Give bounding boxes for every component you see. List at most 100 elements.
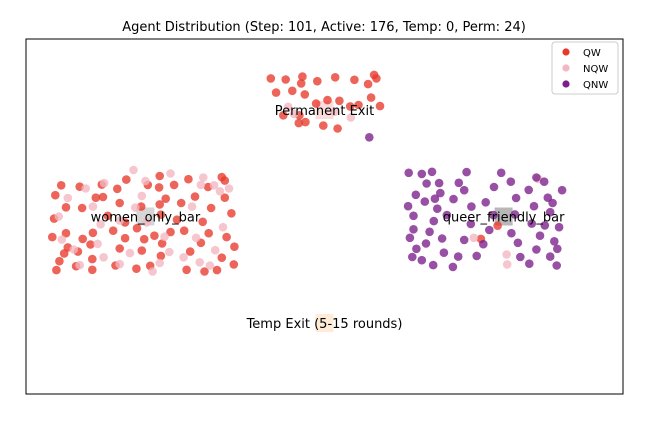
point-nqw-28 (54, 212, 64, 221)
legend: QW NQW QNW (551, 41, 619, 95)
point-qnw-16 (421, 239, 431, 248)
point-qw-0 (266, 74, 276, 83)
point-qnw-34 (479, 239, 488, 249)
point-nqw-40 (469, 233, 479, 243)
point-qw-50 (88, 254, 97, 264)
legend-marker-qnw (562, 80, 570, 88)
point-nqw-26 (191, 233, 201, 243)
point-qw-89 (182, 265, 191, 275)
point-nqw-7 (215, 187, 225, 196)
point-qw-95 (51, 190, 60, 200)
point-qw-82 (220, 193, 230, 202)
legend-box (551, 41, 619, 95)
point-qnw-48 (535, 231, 545, 240)
point-nqw-13 (148, 267, 157, 276)
point-qnw-47 (532, 245, 541, 254)
point-qw-18 (366, 93, 376, 102)
point-qw-49 (86, 240, 95, 249)
point-qw-28 (155, 200, 164, 209)
point-qw-9 (372, 74, 381, 83)
point-qnw-63 (532, 173, 541, 182)
point-qw-61 (59, 249, 69, 258)
point-qnw-41 (511, 193, 521, 203)
point-qnw-45 (516, 252, 525, 262)
point-qnw-28 (453, 252, 463, 261)
region-marker-2 (494, 207, 513, 226)
point-nqw-18 (88, 202, 98, 211)
point-nqw-6 (209, 181, 219, 190)
point-qw-47 (91, 193, 101, 202)
point-qnw-10 (409, 211, 418, 221)
point-qw-4 (313, 76, 322, 86)
point-qnw-59 (553, 244, 562, 254)
point-qnw-29 (448, 262, 458, 272)
point-qw-32 (137, 246, 147, 255)
point-qnw-43 (507, 228, 516, 238)
point-qnw-3 (427, 167, 437, 177)
point-nqw-34 (141, 176, 150, 186)
point-nqw-17 (63, 193, 73, 203)
point-nqw-14 (155, 258, 164, 268)
point-qw-69 (169, 180, 179, 190)
point-nqw-22 (210, 245, 220, 255)
point-qnw-7 (420, 197, 430, 206)
point-qw-15 (335, 96, 344, 106)
point-qnw-56 (550, 237, 559, 246)
point-qw-7 (363, 79, 373, 89)
point-qnw-8 (411, 190, 421, 200)
point-qnw-60 (554, 222, 564, 232)
point-qw-42 (115, 244, 124, 253)
point-nqw-21 (187, 202, 197, 211)
region-marker-0 (315, 101, 334, 119)
point-nqw-11 (93, 239, 102, 249)
point-nqw-33 (96, 220, 105, 229)
point-qw-45 (98, 192, 108, 202)
point-qw-29 (156, 210, 166, 219)
point-qnw-55 (540, 221, 550, 230)
point-nqw-9 (137, 191, 147, 201)
point-qnw-17 (425, 227, 434, 237)
region-label-3: Temp Exit (5-15 rounds) (246, 317, 403, 332)
point-qnw-35 (485, 225, 494, 235)
region-marker-3 (315, 314, 334, 332)
chart-title: Agent Distribution (Step: 101, Active: 1… (122, 20, 526, 35)
point-qw-55 (56, 181, 66, 190)
point-nqw-42 (502, 260, 512, 269)
point-nqw-2 (346, 113, 356, 122)
point-qnw-36 (489, 210, 498, 220)
point-qw-10 (271, 88, 281, 97)
point-qw-17 (354, 100, 363, 110)
point-qw-13 (311, 99, 321, 108)
point-qw-16 (345, 102, 355, 111)
point-nqw-15 (195, 258, 204, 267)
point-qw-77 (206, 203, 216, 213)
point-qw-62 (48, 232, 57, 242)
point-qw-12 (300, 90, 310, 99)
point-qw-66 (161, 194, 170, 203)
point-nqw-39 (131, 203, 140, 212)
point-nqw-23 (75, 260, 84, 270)
legend-marker-nqw (562, 64, 570, 72)
region-label-layer: Permanent Exit women_only_bar queer_friend… (91, 104, 565, 332)
point-qnw-20 (442, 210, 452, 220)
plot-frame (25, 38, 624, 395)
point-nqw-4 (166, 169, 175, 178)
point-qnw-62 (557, 185, 567, 195)
point-nqw-32 (205, 261, 215, 270)
point-qnw-1 (417, 169, 427, 179)
point-qnw-40 (506, 177, 516, 186)
region-label-2: queer_friendly_bar (443, 211, 565, 226)
point-qnw-11 (409, 225, 418, 234)
point-qw-93 (88, 265, 97, 275)
point-nqw-29 (99, 252, 108, 262)
point-qnw-52 (539, 177, 549, 186)
point-qw-81 (222, 232, 231, 242)
point-qnw-12 (405, 233, 415, 243)
point-qw-1 (281, 75, 291, 84)
point-qnw-44 (513, 238, 523, 248)
point-qnw-0 (404, 168, 414, 178)
point-nqw-20 (115, 216, 124, 225)
point-qnw-64 (365, 133, 374, 142)
point-qw-83 (227, 209, 236, 218)
